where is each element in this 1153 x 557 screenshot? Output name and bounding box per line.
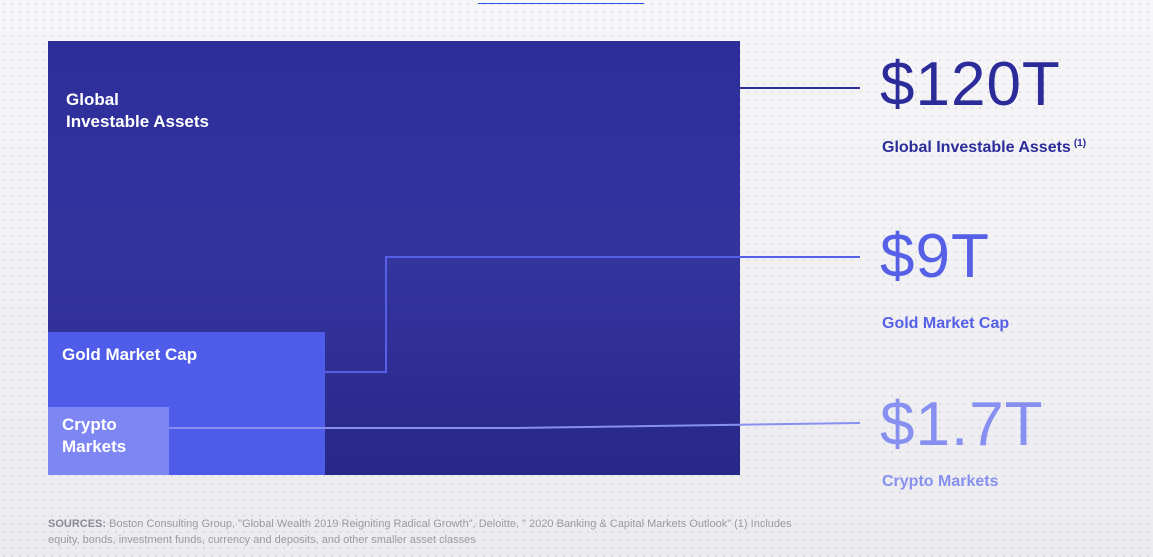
sources-text: Boston Consulting Group, "Global Wealth … — [48, 518, 792, 546]
value-crypto: $1.7T — [880, 390, 1044, 459]
sources-footnote: SOURCES: Boston Consulting Group, "Globa… — [48, 516, 808, 548]
sources-label: SOURCES: — [48, 518, 107, 530]
box-label-crypto: Crypto Markets — [62, 415, 127, 456]
caption-global-text: Global Investable Assets — [882, 139, 1071, 156]
value-global: $120T — [880, 50, 1061, 119]
footnote-marker: (1) — [1073, 138, 1087, 149]
caption-gold: Gold Market Cap — [882, 315, 1010, 332]
top-link-underline[interactable] — [478, 0, 644, 4]
caption-global: Global Investable Assets (1) — [882, 135, 1086, 157]
box-label-global: Global Investable Assets — [66, 90, 209, 131]
connector-crypto — [169, 422, 861, 429]
connector-gold — [325, 256, 860, 373]
caption-crypto: Crypto Markets — [882, 473, 999, 490]
box-crypto-markets — [48, 407, 169, 475]
value-gold: $9T — [880, 222, 990, 291]
box-label-gold: Gold Market Cap — [62, 345, 198, 364]
